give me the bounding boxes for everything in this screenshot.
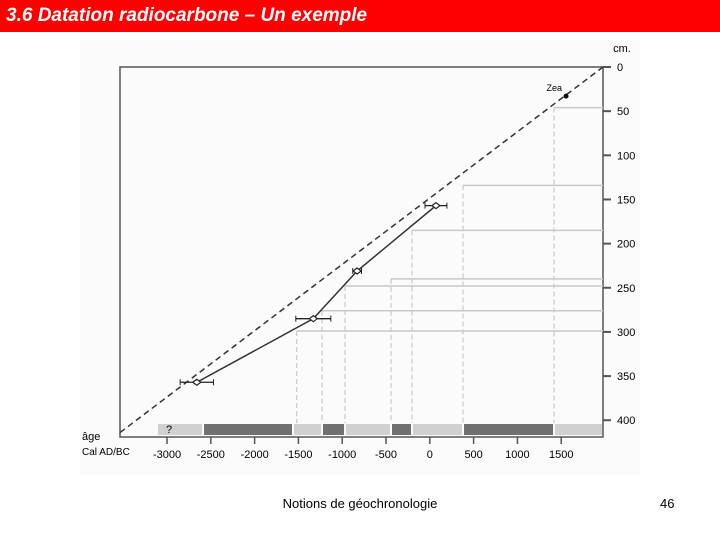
chronozone-band: [464, 424, 554, 435]
x-tick-label: -1500: [284, 449, 312, 461]
y-tick-label: 150: [617, 194, 635, 206]
x-tick-label: -2500: [197, 449, 225, 461]
x-axis-label: âge: [82, 431, 100, 443]
y-tick-label: 200: [617, 239, 635, 251]
x-tick-label: 1500: [549, 449, 573, 461]
extrapolation-line: [119, 66, 604, 434]
x-tick-label: 0: [427, 449, 433, 461]
y-tick-label: 50: [617, 106, 629, 118]
chart-background: [80, 40, 640, 475]
y-tick-label: 350: [617, 371, 635, 383]
y-axis-label: cm.: [613, 43, 631, 55]
x-tick-label: 500: [464, 449, 482, 461]
slide-title: 3.6 Datation radiocarbone – Un exemple: [6, 5, 368, 26]
chronozone-band: [294, 424, 321, 435]
plot-frame: [119, 66, 604, 438]
band-label: ?: [166, 424, 172, 436]
age-depth-model: [196, 205, 437, 383]
x-axis-label: Cal AD/BC: [82, 447, 130, 458]
date-point: [308, 314, 319, 323]
chronozone-band: [158, 424, 203, 435]
x-tick-label: -3000: [153, 449, 181, 461]
marker-label: Zea: [547, 83, 563, 93]
y-tick-label: 250: [617, 283, 635, 295]
y-tick-label: 400: [617, 415, 635, 427]
x-tick-label: -500: [375, 449, 397, 461]
title-bar: 3.6 Datation radiocarbone – Un exemple: [0, 0, 720, 32]
y-tick-label: 300: [617, 327, 635, 339]
date-point: [352, 267, 363, 275]
chronozone-band: [413, 424, 463, 435]
x-tick-label: 1000: [505, 449, 529, 461]
date-point: [430, 201, 441, 210]
chronozone-band: [346, 424, 391, 435]
date-point: [191, 378, 202, 387]
chronozone-band: [322, 424, 345, 435]
footer-text: Notions de géochronologie: [282, 496, 438, 511]
chronozone-band: [555, 424, 602, 435]
y-tick-label: 0: [617, 62, 623, 74]
chronozone-band: [204, 424, 293, 435]
page-number: 46: [660, 496, 675, 511]
x-tick-label: -2000: [241, 449, 269, 461]
chronozone-band: [392, 424, 412, 435]
x-tick-label: -1000: [328, 449, 356, 461]
marker-point: [563, 93, 569, 99]
y-tick-label: 100: [617, 150, 635, 162]
